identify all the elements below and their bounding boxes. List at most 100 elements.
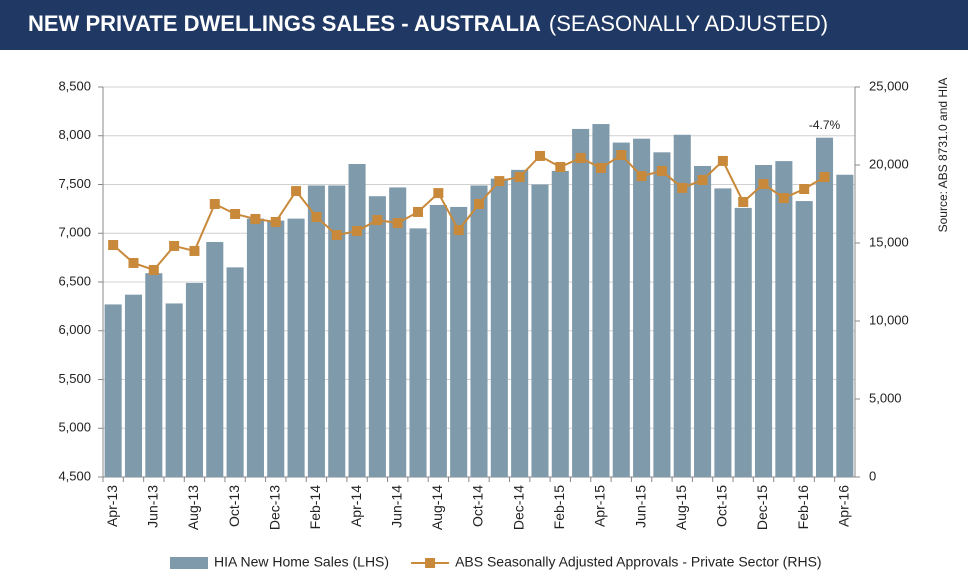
marker	[474, 199, 484, 209]
legend-label: HIA New Home Sales (LHS)	[214, 554, 389, 570]
x-tick-label: Dec-15	[754, 485, 770, 530]
bar	[429, 204, 447, 477]
x-tick-label: Apr-14	[348, 485, 364, 527]
marker	[169, 240, 180, 251]
marker	[209, 199, 220, 209]
bar	[470, 185, 488, 477]
y2-tick-label: 0	[869, 468, 876, 483]
y-tick-label: 5,500	[58, 371, 91, 386]
x-tick-label: Jun-15	[632, 485, 648, 528]
bar	[775, 161, 793, 477]
marker	[656, 165, 667, 176]
marker	[494, 176, 505, 187]
marker	[697, 174, 708, 185]
x-tick-label: Aug-13	[185, 485, 201, 530]
marker	[595, 162, 606, 173]
x-tick-label: Dec-13	[266, 485, 282, 530]
bar	[490, 178, 508, 477]
marker	[291, 186, 302, 197]
y-tick-label: 7,500	[58, 176, 91, 191]
bar	[226, 267, 244, 477]
marker	[230, 208, 241, 219]
bar	[206, 242, 224, 477]
bar	[531, 184, 549, 477]
legend-swatch	[170, 557, 208, 569]
y2-tick-label: 10,000	[869, 312, 909, 327]
bar	[633, 138, 651, 478]
bar	[104, 304, 122, 477]
marker	[108, 240, 119, 251]
x-tick-label: Apr-16	[836, 485, 852, 527]
bar	[307, 185, 325, 477]
legend-label: ABS Seasonally Adjusted Approvals - Priv…	[455, 554, 822, 570]
x-tick-label: Feb-14	[307, 485, 323, 530]
bar	[450, 206, 468, 478]
marker	[555, 162, 566, 173]
x-tick-label: Oct-14	[470, 485, 486, 527]
marker	[392, 218, 403, 229]
bar	[815, 137, 834, 477]
bar	[165, 303, 183, 477]
bar	[348, 164, 366, 477]
marker	[534, 150, 545, 161]
marker	[311, 211, 322, 222]
bar	[836, 174, 854, 477]
y2-tick-label: 20,000	[869, 156, 909, 171]
bar	[612, 142, 630, 477]
marker	[331, 230, 342, 241]
marker	[677, 182, 688, 193]
marker	[819, 172, 830, 183]
marker	[575, 152, 586, 163]
bar	[328, 185, 346, 477]
bar	[694, 165, 712, 477]
bar	[551, 170, 569, 477]
marker	[128, 257, 139, 268]
bar	[389, 187, 407, 478]
marker	[799, 184, 810, 195]
x-tick-label: Feb-15	[551, 485, 567, 530]
bar	[124, 294, 143, 477]
x-tick-label: Aug-14	[429, 485, 445, 530]
y-tick-label: 8,000	[58, 127, 91, 142]
x-tick-label: Oct-15	[714, 485, 730, 527]
bar	[267, 220, 285, 477]
bar	[511, 169, 529, 477]
chart-title: NEW PRIVATE DWELLINGS SALES - AUSTRALIA (…	[28, 11, 828, 36]
bar	[734, 207, 752, 477]
bar	[145, 273, 163, 477]
marker	[148, 264, 159, 275]
marker	[453, 225, 464, 236]
bar	[795, 201, 813, 477]
y-tick-label: 5,000	[58, 420, 91, 435]
bar	[592, 124, 610, 478]
marker	[778, 193, 789, 204]
y-tick-label: 7,000	[58, 225, 91, 240]
bar	[755, 165, 773, 477]
title-sub: (SEASONALLY ADJUSTED)	[549, 11, 828, 36]
y2-tick-label: 15,000	[869, 234, 909, 249]
title-main: NEW PRIVATE DWELLINGS SALES - AUSTRALIA	[28, 11, 541, 36]
marker	[636, 171, 647, 182]
y-tick-label: 6,000	[58, 322, 91, 337]
marker	[352, 225, 363, 236]
source-note: Source: ABS 8731.0 and HIA	[936, 78, 950, 233]
x-tick-label: Jun-14	[388, 485, 404, 528]
y2-tick-label: 25,000	[869, 78, 909, 93]
bar	[409, 228, 427, 477]
marker	[372, 215, 383, 226]
bar	[287, 218, 305, 477]
x-tick-label: Dec-14	[510, 485, 526, 530]
y-tick-label: 8,500	[58, 78, 91, 93]
y-tick-label: 6,500	[58, 273, 91, 288]
x-tick-label: Aug-15	[673, 485, 689, 530]
bar	[673, 134, 691, 477]
title-bar	[0, 0, 968, 50]
y2-tick-label: 5,000	[869, 390, 902, 405]
x-tick-label: Oct-13	[226, 485, 242, 527]
marker	[250, 213, 261, 224]
legend-marker	[425, 558, 436, 568]
annotation: -4.7%	[809, 118, 841, 132]
marker	[433, 188, 444, 199]
bar	[368, 196, 386, 477]
marker	[514, 172, 525, 183]
